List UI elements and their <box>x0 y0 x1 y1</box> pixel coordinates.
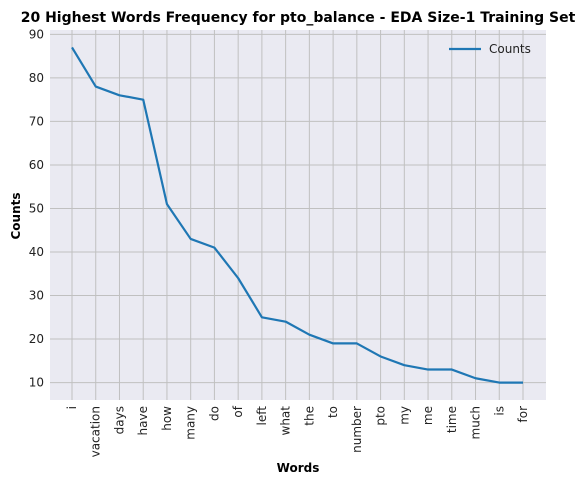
x-tick-label: my <box>397 406 411 425</box>
y-tick-label: 10 <box>29 376 44 390</box>
x-tick-label: much <box>469 406 483 440</box>
x-tick-label: i <box>65 406 79 409</box>
y-tick-label: 40 <box>29 245 44 259</box>
x-tick-label: time <box>445 406 459 433</box>
plot-area <box>50 30 546 400</box>
x-tick-label: left <box>255 406 269 426</box>
x-axis-label: Words <box>277 461 320 475</box>
chart-title: 20 Highest Words Frequency for pto_balan… <box>21 10 576 26</box>
y-tick-label: 30 <box>29 289 44 303</box>
x-tick-label: have <box>136 406 150 435</box>
series-line-counts <box>71 46 523 384</box>
x-tick-label: vacation <box>89 406 103 457</box>
legend: Counts <box>449 42 531 56</box>
y-tick-label: 50 <box>29 201 44 215</box>
grid <box>50 30 546 400</box>
legend-label-counts: Counts <box>489 42 531 56</box>
x-tick-label: the <box>302 406 316 426</box>
x-tick-label: is <box>492 406 506 416</box>
x-tick-label: days <box>112 406 126 434</box>
x-axis-ticks: i vacation days have how many do of left what the t… <box>65 405 530 457</box>
x-tick-label: of <box>231 405 245 417</box>
y-axis-ticks: 10 20 30 40 50 60 70 80 90 <box>29 27 44 389</box>
y-tick-label: 80 <box>29 71 44 85</box>
x-tick-label: number <box>350 406 364 453</box>
y-tick-label: 60 <box>29 158 44 172</box>
x-tick-label: what <box>279 406 293 436</box>
y-tick-label: 70 <box>29 114 44 128</box>
x-tick-label: many <box>184 406 198 440</box>
y-tick-label: 20 <box>29 332 44 346</box>
x-tick-label: me <box>421 406 435 425</box>
x-tick-label: for <box>516 406 530 423</box>
x-tick-label: how <box>160 406 174 431</box>
x-tick-label: do <box>207 406 221 421</box>
x-tick-label: to <box>326 406 340 418</box>
y-tick-label: 90 <box>29 27 44 41</box>
x-tick-label: pto <box>374 406 388 426</box>
y-axis-label: Counts <box>9 192 23 239</box>
